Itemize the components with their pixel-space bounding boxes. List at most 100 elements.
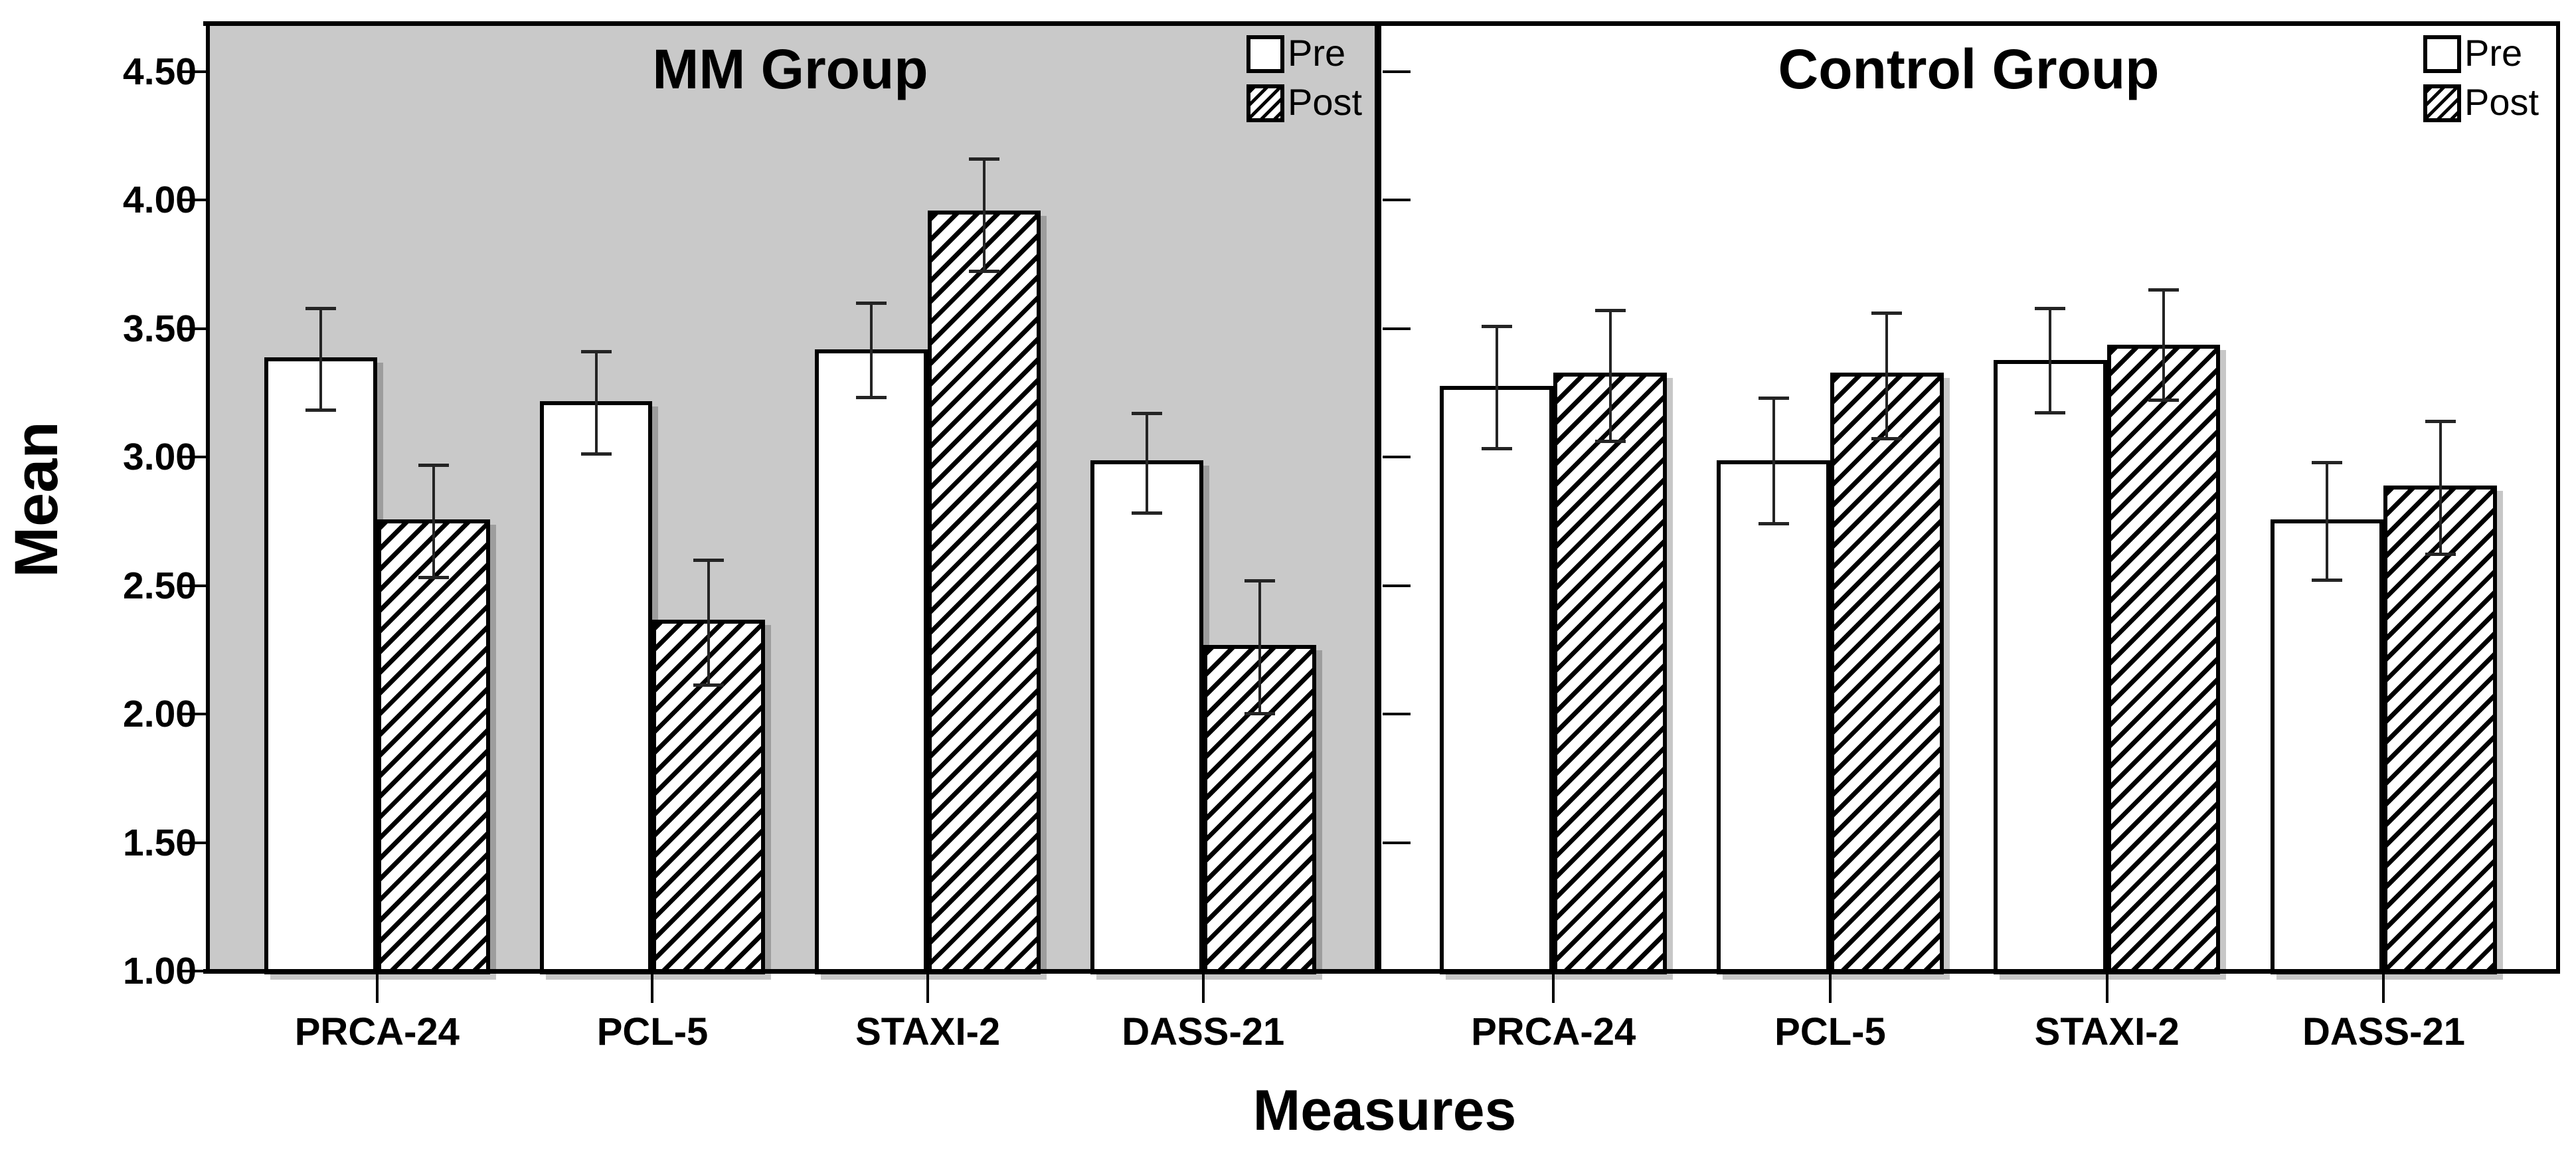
errorbar-mm-group-dass-21-post	[1258, 580, 1261, 714]
bar-control-group-prca-24-post	[1553, 373, 1667, 974]
bar-control-group-dass-21-post	[2383, 486, 2498, 974]
errorbar-mm-group-prca-24-pre	[319, 308, 322, 411]
errorbar-cap-bottom	[2035, 411, 2066, 415]
legend-swatch-post	[1246, 84, 1284, 122]
x-axis-title: Measures	[1252, 1078, 1517, 1142]
y-tick	[1383, 327, 1411, 330]
bar-mm-group-prca-24-post	[377, 519, 490, 974]
x-category-label-prca-24: PRCA-24	[1471, 1010, 1636, 1053]
panel-title-control-group: Control Group	[1778, 38, 2160, 100]
errorbar-control-group-pcl-5-post	[1885, 313, 1889, 439]
errorbar-cap-top	[1244, 579, 1275, 582]
errorbar-control-group-prca-24-post	[1608, 310, 1612, 442]
y-axis-line-left	[206, 21, 210, 974]
bar-mm-group-staxi-2-post	[928, 211, 1041, 974]
x-tick	[1828, 974, 1832, 1003]
panel-divider-line	[1375, 21, 1381, 974]
y-tick	[178, 970, 206, 972]
x-category-label-staxi-2: STAXI-2	[2034, 1010, 2180, 1053]
legend-label-pre: Pre	[2464, 32, 2523, 74]
bar-mm-group-dass-21-pre	[1090, 460, 1203, 974]
bar-mm-group-prca-24-pre	[264, 357, 377, 974]
x-category-label-pcl-5: PCL-5	[1774, 1010, 1886, 1053]
errorbar-cap-bottom	[2148, 398, 2180, 402]
x-category-label-staxi-2: STAXI-2	[855, 1010, 1001, 1053]
errorbar-control-group-dass-21-post	[2439, 420, 2442, 555]
x-tick	[1552, 974, 1555, 1003]
errorbar-cap-bottom	[969, 270, 1000, 274]
errorbar-cap-top	[1131, 412, 1162, 416]
y-tick	[178, 713, 206, 715]
legend-swatch-pre	[2423, 35, 2461, 73]
legend-swatch-post	[2423, 84, 2461, 122]
errorbar-cap-bottom	[418, 575, 449, 579]
y-tick	[1383, 456, 1411, 458]
y-tick	[178, 456, 206, 458]
legend-label-post: Post	[2464, 81, 2539, 123]
errorbar-mm-group-prca-24-post	[432, 464, 435, 578]
legend-label-pre: Pre	[1288, 32, 1346, 74]
x-tick	[651, 974, 654, 1003]
errorbar-control-group-prca-24-pre	[1495, 325, 1498, 450]
x-category-label-pcl-5: PCL-5	[596, 1010, 709, 1053]
panel-title-mm-group: MM Group	[652, 38, 928, 100]
x-tick	[926, 974, 930, 1003]
x-tick	[375, 974, 379, 1003]
errorbar-mm-group-dass-21-pre	[1145, 413, 1148, 514]
y-tick-label: 1.50	[123, 821, 197, 864]
y-tick-label: 3.50	[123, 307, 197, 350]
errorbar-control-group-pcl-5-pre	[1772, 397, 1775, 524]
errorbar-cap-bottom	[856, 395, 887, 399]
errorbar-cap-bottom	[580, 452, 612, 456]
errorbar-cap-top	[1594, 309, 1626, 313]
errorbar-cap-top	[693, 558, 725, 562]
errorbar-mm-group-pcl-5-pre	[594, 351, 598, 455]
x-category-label-dass-21: DASS-21	[2302, 1010, 2465, 1053]
y-tick	[1383, 199, 1411, 201]
errorbar-control-group-staxi-2-pre	[2049, 308, 2052, 414]
y-tick	[178, 70, 206, 73]
y-tick-label: 2.00	[123, 693, 197, 735]
errorbar-mm-group-staxi-2-pre	[870, 302, 873, 398]
legend-label-post: Post	[1288, 81, 1363, 123]
bar-mm-group-pcl-5-pre	[539, 401, 653, 974]
errorbar-cap-top	[856, 301, 887, 305]
y-tick	[1383, 70, 1411, 73]
errorbar-cap-bottom	[1758, 521, 1789, 525]
bar-mm-group-staxi-2-pre	[815, 349, 928, 974]
errorbar-cap-bottom	[2425, 553, 2456, 557]
bar-control-group-prca-24-pre	[1440, 385, 1554, 974]
errorbar-cap-top	[305, 306, 336, 310]
errorbar-control-group-staxi-2-post	[2162, 290, 2166, 401]
y-tick	[178, 327, 206, 330]
errorbar-cap-bottom	[1871, 436, 1903, 440]
y-tick	[1383, 584, 1411, 587]
errorbar-cap-top	[1481, 324, 1512, 328]
errorbar-cap-top	[2425, 419, 2456, 423]
y-tick-label: 2.50	[123, 564, 197, 607]
errorbar-cap-top	[1871, 312, 1903, 315]
x-tick	[2105, 974, 2108, 1003]
y-tick	[178, 584, 206, 587]
errorbar-mm-group-staxi-2-post	[983, 159, 986, 272]
errorbar-cap-top	[2148, 288, 2180, 292]
errorbar-cap-bottom	[1131, 511, 1162, 515]
errorbar-cap-top	[2035, 306, 2066, 310]
bar-control-group-pcl-5-pre	[1717, 460, 1830, 974]
errorbar-cap-top	[580, 350, 612, 354]
legend-swatch-pre	[1246, 35, 1284, 73]
y-tick-label: 3.00	[123, 436, 197, 478]
errorbar-cap-bottom	[1481, 447, 1512, 451]
plot-frame-top	[203, 21, 2560, 26]
errorbar-cap-top	[2312, 460, 2343, 464]
errorbar-cap-bottom	[2312, 578, 2343, 582]
errorbar-cap-bottom	[305, 408, 336, 412]
x-tick	[2382, 974, 2385, 1003]
y-tick-label: 4.00	[123, 179, 197, 221]
y-tick-label: 1.00	[123, 950, 197, 992]
y-tick	[178, 199, 206, 201]
x-axis-line	[203, 969, 2560, 974]
plot-frame-right	[2556, 21, 2560, 974]
